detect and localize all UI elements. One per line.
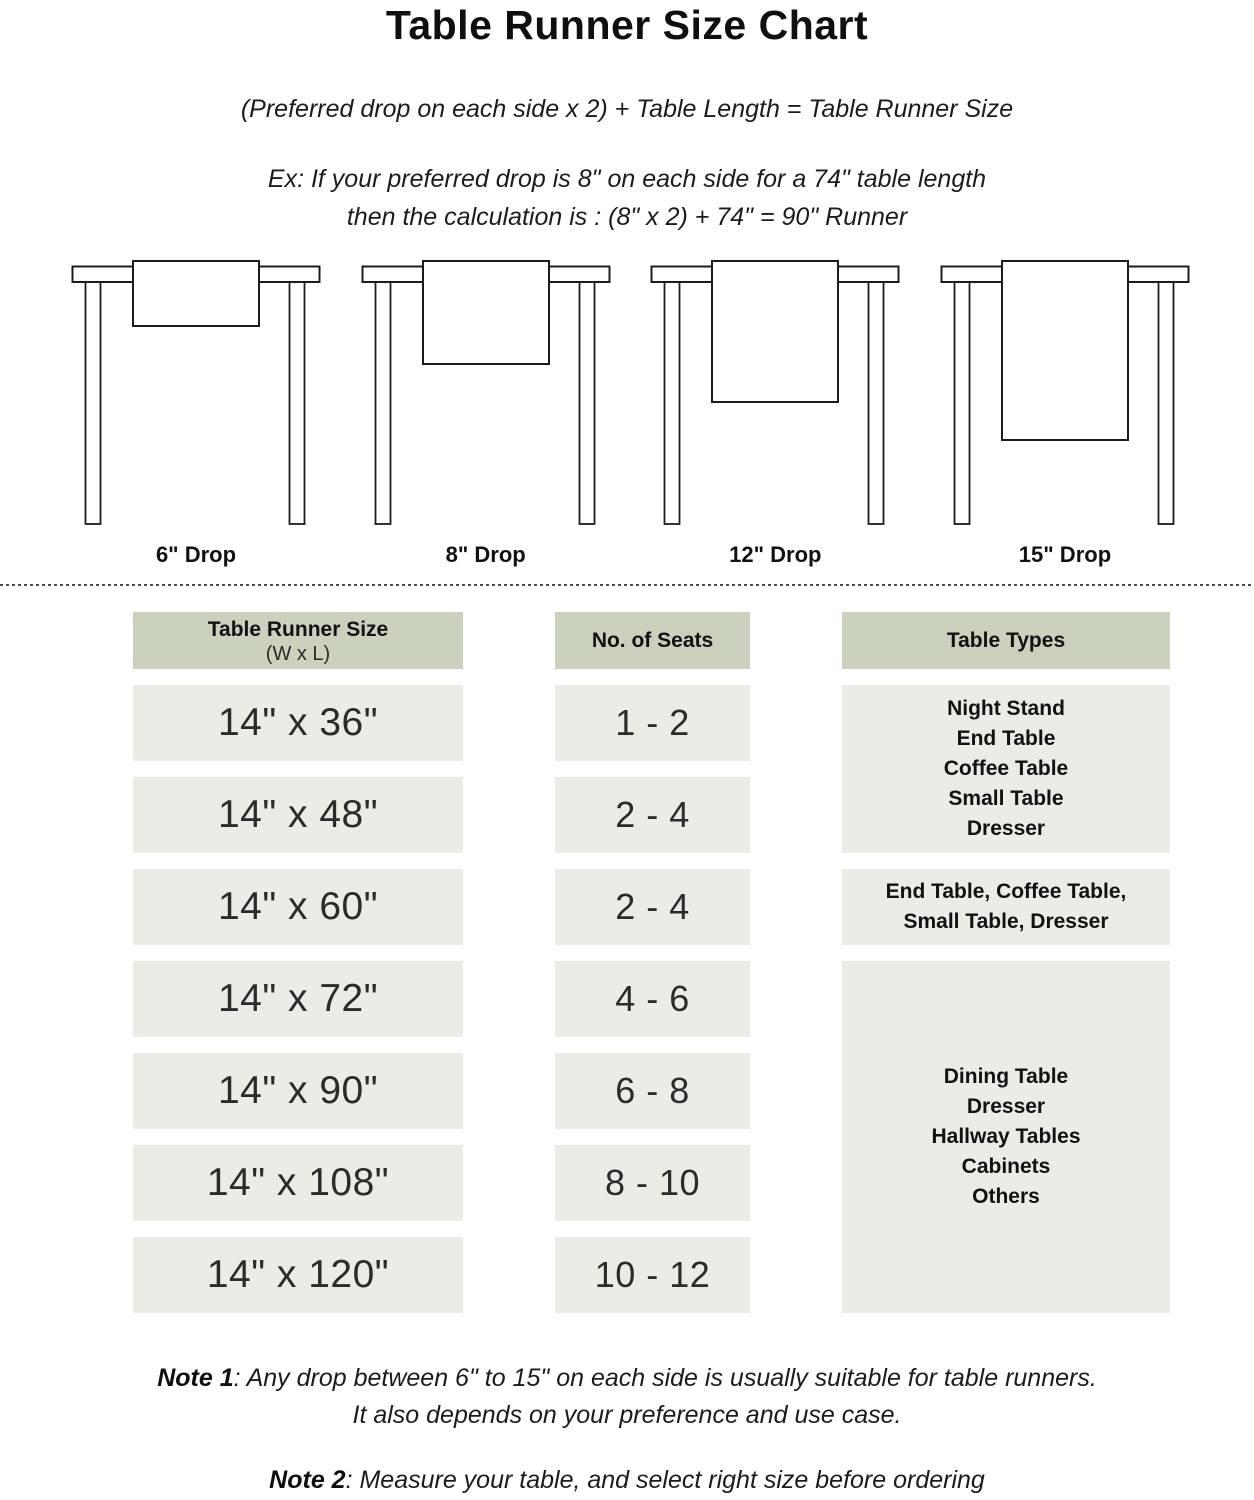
header-runner-size-sub: (W x L) [265,642,331,665]
runner-size-cell: 14" x 90" [133,1053,463,1129]
table-type-line: Dining Table [943,1065,1069,1088]
drop-diagrams: 6" Drop 8" Drop 12" Drop 15" Drop [71,256,1190,568]
runner [1000,260,1129,441]
note-1-line-1: Note 1: Any drop between 6" to 15" on ea… [0,1360,1254,1397]
note-2-line-1: Note 2: Measure your table, and select r… [0,1462,1254,1499]
header-seats: No. of Seats [555,612,750,669]
table-drop-diagram: 8" Drop [361,256,611,568]
header-runner-size: Table Runner Size (W x L) [133,612,463,669]
runner [711,260,840,403]
table-illustration [650,260,900,525]
runner-size-cell: 14" x 108" [133,1145,463,1221]
note-1: Note 1: Any drop between 6" to 15" on ea… [0,1360,1254,1434]
note-2-label: Note 2 [269,1466,346,1494]
runner [132,260,260,327]
table-types-cell: Dining Table Dresser Hallway Tables Cabinet… [842,961,1170,1313]
table-leg-left [663,281,681,525]
table-leg-left [953,281,971,525]
table-drop-diagram: 15" Drop [940,256,1190,568]
note-1-label: Note 1 [157,1364,234,1392]
runner-size-cell: 14" x 72" [133,961,463,1037]
table-type-line: End Table [956,727,1056,750]
table-type-line: Dresser [966,1095,1046,1118]
runner-size-cell: 14" x 36" [133,685,463,761]
table-type-line: End Table, Coffee Table, [885,880,1127,903]
table-leg-right [867,281,885,525]
seats-cell: 8 - 10 [555,1145,750,1221]
formula-text: (Preferred drop on each side x 2) + Tabl… [240,95,1014,123]
drop-label: 6" Drop [155,542,237,567]
drop-label: 12" Drop [729,542,822,567]
seats-cell: 2 - 4 [555,777,750,853]
table-illustration [71,260,321,525]
note-1-text: : Any drop between 6" to 15" on each sid… [233,1364,1097,1392]
example-line-1: Ex: If your preferred drop is 8" on each… [267,165,987,193]
note-2-text: : Measure your table, and select right s… [345,1466,985,1494]
header-types-title: Table Types [946,629,1066,652]
seats-cell: 2 - 4 [555,869,750,945]
table-type-line: Cabinets [961,1155,1051,1178]
runner [421,260,550,365]
table-type-line: Others [972,1185,1040,1208]
table-type-line: Small Table [948,787,1064,810]
runner-size-cell: 14" x 120" [133,1237,463,1313]
example-text: Ex: If your preferred drop is 8" on each… [0,160,1254,236]
table-leg-left [374,281,392,525]
table-drop-diagram: 12" Drop [650,256,900,568]
runner-size-cell: 14" x 48" [133,777,463,853]
table-type-line: Coffee Table [943,757,1069,780]
header-seats-title: No. of Seats [591,629,714,652]
table-type-line: Night Stand [947,697,1065,720]
seats-cell: 6 - 8 [555,1053,750,1129]
table-types-cell: End Table, Coffee Table, Small Table, Dre… [842,869,1170,945]
dashed-divider [0,584,1254,586]
table-type-line: Small Table, Dresser [903,910,1109,933]
note-2: Note 2: Measure your table, and select r… [0,1462,1254,1499]
seats-cell: 4 - 6 [555,961,750,1037]
example-line-2: then the calculation is : (8" x 2) + 74"… [346,203,908,231]
drop-label: 8" Drop [445,542,526,567]
table-leg-left [84,281,102,525]
runner-size-cell: 14" x 60" [133,869,463,945]
header-types: Table Types [842,612,1170,669]
table-leg-right [578,281,596,525]
table-drop-diagram: 6" Drop [71,256,321,568]
seats-cell: 1 - 2 [555,685,750,761]
table-leg-right [1157,281,1175,525]
note-1-line-2: It also depends on your preference and u… [352,1401,902,1429]
seats-cell: 10 - 12 [555,1237,750,1313]
table-type-line: Hallway Tables [931,1125,1081,1148]
table-illustration [940,260,1190,525]
table-leg-right [288,281,306,525]
size-chart-table: Table Runner Size (W x L) No. of Seats T… [133,612,1170,1313]
page-title: Table Runner Size Chart [385,2,869,48]
table-type-line: Dresser [966,817,1046,840]
drop-label: 15" Drop [1018,542,1112,567]
table-illustration [361,260,611,525]
header-runner-size-title: Table Runner Size [207,617,389,641]
table-types-cell: Night Stand End Table Coffee Table Small Ta… [842,685,1170,853]
